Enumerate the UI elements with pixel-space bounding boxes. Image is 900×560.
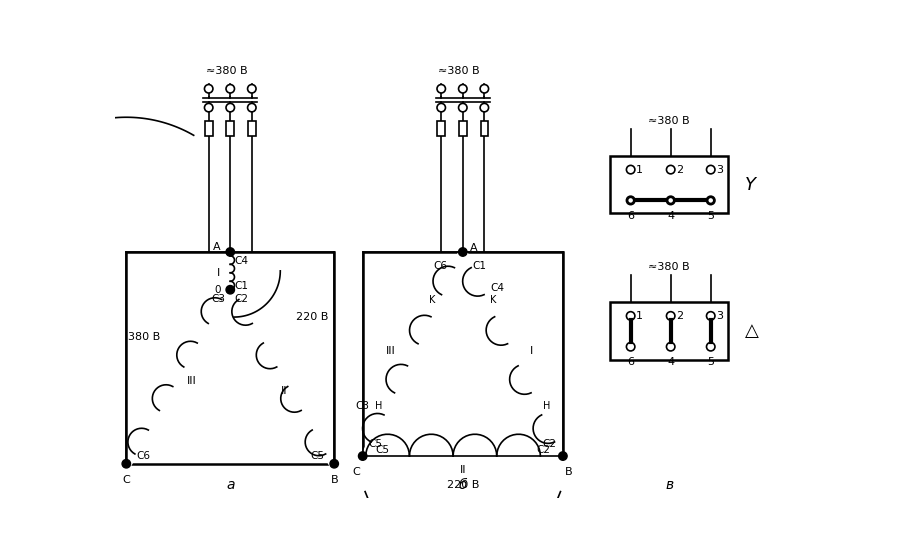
Circle shape	[667, 165, 675, 174]
Text: C: C	[122, 474, 130, 484]
Text: H: H	[375, 401, 382, 411]
Text: C5: C5	[375, 445, 389, 455]
Text: в: в	[665, 478, 673, 492]
Circle shape	[330, 460, 338, 468]
Text: ≈380 В: ≈380 В	[205, 67, 248, 76]
Bar	[437, 121, 446, 137]
Text: K: K	[491, 295, 497, 305]
Text: C2: C2	[543, 438, 557, 449]
Text: ≈380 В: ≈380 В	[648, 263, 690, 272]
Text: △: △	[744, 322, 759, 340]
Text: III: III	[386, 346, 396, 356]
Text: C1: C1	[472, 261, 486, 271]
Text: 2: 2	[676, 311, 683, 321]
Circle shape	[626, 312, 634, 320]
Text: 5: 5	[707, 357, 715, 367]
Text: C6: C6	[434, 261, 447, 271]
Text: C5: C5	[310, 451, 324, 461]
Circle shape	[459, 104, 467, 112]
Text: B: B	[330, 474, 338, 484]
Circle shape	[626, 343, 634, 351]
Text: C3: C3	[356, 401, 370, 411]
Text: 380 В: 380 В	[128, 332, 160, 342]
Text: B: B	[565, 467, 573, 477]
Text: 5: 5	[707, 211, 715, 221]
Bar	[459, 121, 466, 137]
Text: K: K	[428, 295, 436, 305]
Circle shape	[626, 196, 634, 204]
Circle shape	[667, 312, 675, 320]
Bar	[248, 121, 256, 137]
Text: 2: 2	[676, 165, 683, 175]
Text: 220 В: 220 В	[446, 479, 479, 489]
Text: 1: 1	[636, 165, 643, 175]
Circle shape	[559, 452, 567, 460]
Circle shape	[627, 197, 634, 203]
Text: C2: C2	[235, 294, 249, 304]
Bar	[205, 121, 212, 137]
Circle shape	[706, 343, 715, 351]
Text: Y: Y	[744, 176, 755, 194]
Circle shape	[122, 460, 130, 468]
Circle shape	[459, 248, 467, 256]
Circle shape	[226, 104, 235, 112]
Text: б: б	[458, 478, 467, 492]
Text: 1: 1	[636, 311, 643, 321]
Circle shape	[358, 452, 367, 460]
Circle shape	[226, 286, 235, 294]
Text: C4: C4	[491, 283, 504, 293]
Circle shape	[226, 85, 235, 93]
Circle shape	[706, 165, 715, 174]
Text: 3: 3	[716, 165, 723, 175]
Text: ≈380 В: ≈380 В	[648, 116, 690, 126]
Text: I: I	[217, 268, 220, 278]
Bar	[126, 252, 334, 464]
Circle shape	[480, 85, 489, 93]
Circle shape	[480, 104, 489, 112]
Circle shape	[626, 165, 634, 174]
Circle shape	[706, 312, 715, 320]
Circle shape	[437, 85, 446, 93]
Text: 3: 3	[716, 311, 723, 321]
Text: C5: C5	[369, 438, 382, 449]
Text: 0: 0	[214, 284, 221, 295]
Bar	[481, 121, 488, 137]
Circle shape	[226, 248, 235, 256]
Circle shape	[204, 85, 213, 93]
Circle shape	[707, 197, 714, 203]
Text: II: II	[281, 386, 287, 395]
Text: 6: 6	[627, 357, 634, 367]
Text: 220 В: 220 В	[296, 312, 328, 323]
Text: 4: 4	[667, 211, 674, 221]
Circle shape	[248, 85, 256, 93]
Bar	[363, 252, 562, 456]
Circle shape	[667, 196, 675, 204]
Text: H: H	[543, 401, 551, 411]
Text: II: II	[460, 465, 466, 475]
Text: A: A	[470, 243, 477, 253]
Bar	[610, 156, 728, 213]
Text: а: а	[226, 478, 235, 492]
Circle shape	[204, 104, 213, 112]
Text: C2: C2	[536, 445, 551, 455]
Text: C4: C4	[235, 256, 249, 266]
Text: C: C	[353, 467, 360, 477]
Text: 6: 6	[627, 211, 634, 221]
Circle shape	[248, 104, 256, 112]
Circle shape	[706, 196, 715, 204]
Circle shape	[667, 343, 675, 351]
Circle shape	[668, 197, 674, 203]
Text: III: III	[187, 376, 197, 386]
Bar	[227, 121, 234, 137]
Bar	[610, 302, 728, 360]
Text: ≈380 В: ≈380 В	[438, 67, 480, 76]
Text: A: A	[213, 242, 221, 253]
Text: C3: C3	[212, 294, 226, 304]
Text: I: I	[530, 346, 533, 356]
Circle shape	[437, 104, 446, 112]
Text: C6: C6	[136, 451, 150, 461]
Text: 4: 4	[667, 357, 674, 367]
Text: C1: C1	[235, 281, 249, 291]
Circle shape	[459, 85, 467, 93]
